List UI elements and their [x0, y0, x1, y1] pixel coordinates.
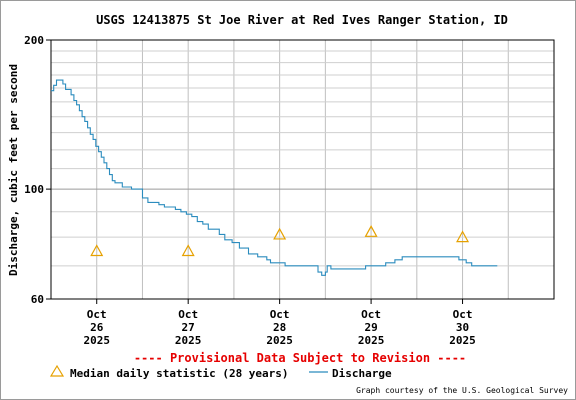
y-tick-label: 60: [31, 293, 44, 306]
chart-title: USGS 12413875 St Joe River at Red Ives R…: [96, 13, 508, 27]
median-triangle-marker: [181, 244, 195, 257]
x-tick-label: 2025: [358, 334, 385, 347]
x-tick-label: 2025: [449, 334, 476, 347]
x-tick-label: 30: [456, 321, 469, 334]
x-tick-label: Oct: [87, 308, 107, 321]
median-triangle-marker: [456, 230, 470, 243]
y-axis-ticks: 60 100 200: [24, 34, 51, 306]
median-triangle-marker: [364, 225, 378, 237]
legend: Median daily statistic (28 years) Discha…: [49, 364, 392, 380]
x-tick-label: 28: [273, 321, 286, 334]
y-tick-label: 200: [24, 34, 44, 47]
x-tick-label: 2025: [83, 334, 110, 347]
credit-text: Graph courtesy of the U.S. Geological Su…: [356, 386, 568, 395]
series-layer: [51, 79, 498, 276]
median-triangle-marker: [273, 227, 287, 240]
grid: [51, 39, 554, 300]
median-triangle-marker: [90, 244, 104, 257]
legend-median-triangle-icon: [49, 364, 65, 377]
x-tick-label: 29: [364, 321, 377, 334]
x-tick-label: Oct: [270, 308, 290, 321]
x-tick-label: Oct: [361, 308, 381, 321]
x-axis-ticks: Oct262025Oct272025Oct282025Oct292025Oct3…: [83, 299, 476, 347]
y-axis-label: Discharge, cubic feet per second: [7, 64, 20, 276]
x-tick-label: 2025: [266, 334, 293, 347]
legend-median-label: Median daily statistic (28 years): [70, 367, 289, 380]
x-tick-label: 27: [182, 321, 195, 334]
legend-discharge-label: Discharge: [332, 367, 392, 380]
y-tick-label: 100: [24, 183, 44, 196]
x-tick-label: 26: [90, 321, 104, 334]
plot-area-border: [50, 39, 555, 300]
x-tick-label: Oct: [453, 308, 473, 321]
x-tick-label: 2025: [175, 334, 202, 347]
x-tick-label: Oct: [178, 308, 198, 321]
provisional-note: ---- Provisional Data Subject to Revisio…: [134, 351, 466, 365]
discharge-line: [51, 79, 498, 276]
